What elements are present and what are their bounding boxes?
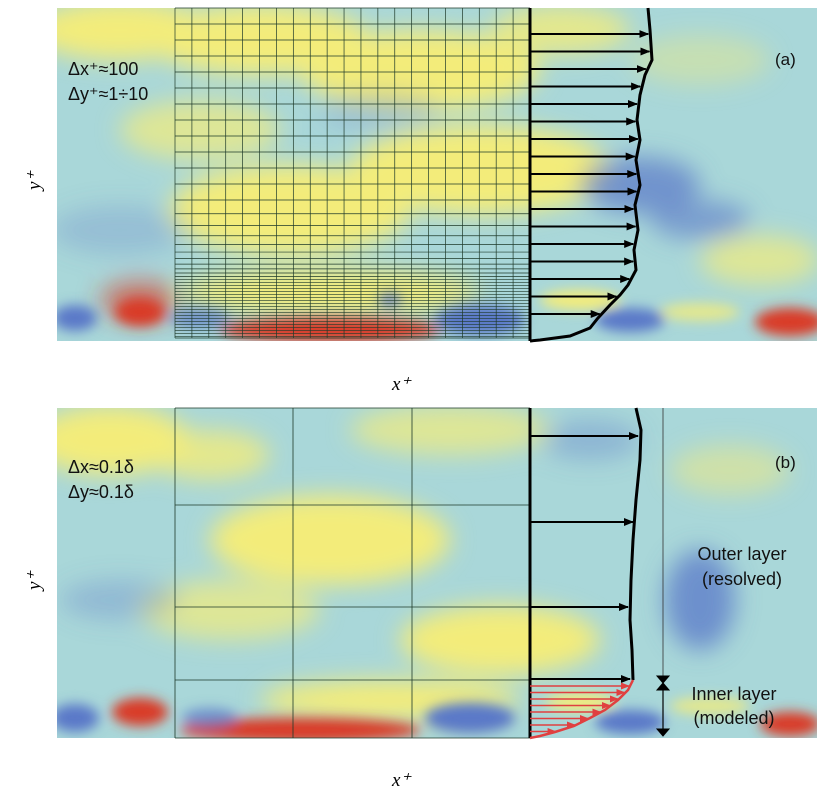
fine-grid	[174, 7, 531, 339]
y-axis-label-b: y⁺	[24, 570, 45, 592]
modeled-profile	[529, 679, 635, 740]
inner-layer-sublabel: (modeled)	[693, 708, 774, 728]
profile-curve	[628, 407, 643, 681]
panel-a: (a) Δx⁺≈100 Δy⁺≈1÷10 x⁺ y⁺	[24, 7, 817, 395]
panel-b: (b) Δx≈0.1δ Δy≈0.1δ Outer layer (resolve…	[24, 407, 817, 791]
y-axis-label-a: y⁺	[24, 170, 45, 192]
double-arrow-vertical-icon	[655, 675, 671, 737]
x-axis-label-b: x⁺	[391, 770, 412, 791]
grid-spacing-x-label: Δx≈0.1δ	[68, 457, 134, 477]
inner-layer-label: Inner layer	[691, 684, 776, 704]
panel-label-a: (a)	[775, 50, 796, 69]
velocity-field-b	[57, 408, 817, 738]
grid-spacing-y-label: Δy⁺≈1÷10	[68, 84, 148, 104]
outer-layer-label: Outer layer	[697, 544, 786, 564]
velocity-field-a	[57, 8, 817, 341]
velocity-profile-a	[528, 7, 654, 343]
x-axis-label-a: x⁺	[391, 374, 412, 395]
velocity-profile-b	[528, 407, 643, 738]
grid-spacing-y-label: Δy≈0.1δ	[68, 482, 134, 502]
profile-curve	[529, 7, 654, 343]
panel-label-b: (b)	[775, 453, 796, 472]
grid-spacing-x-label: Δx⁺≈100	[68, 59, 138, 79]
outer-layer-sublabel: (resolved)	[702, 569, 782, 589]
